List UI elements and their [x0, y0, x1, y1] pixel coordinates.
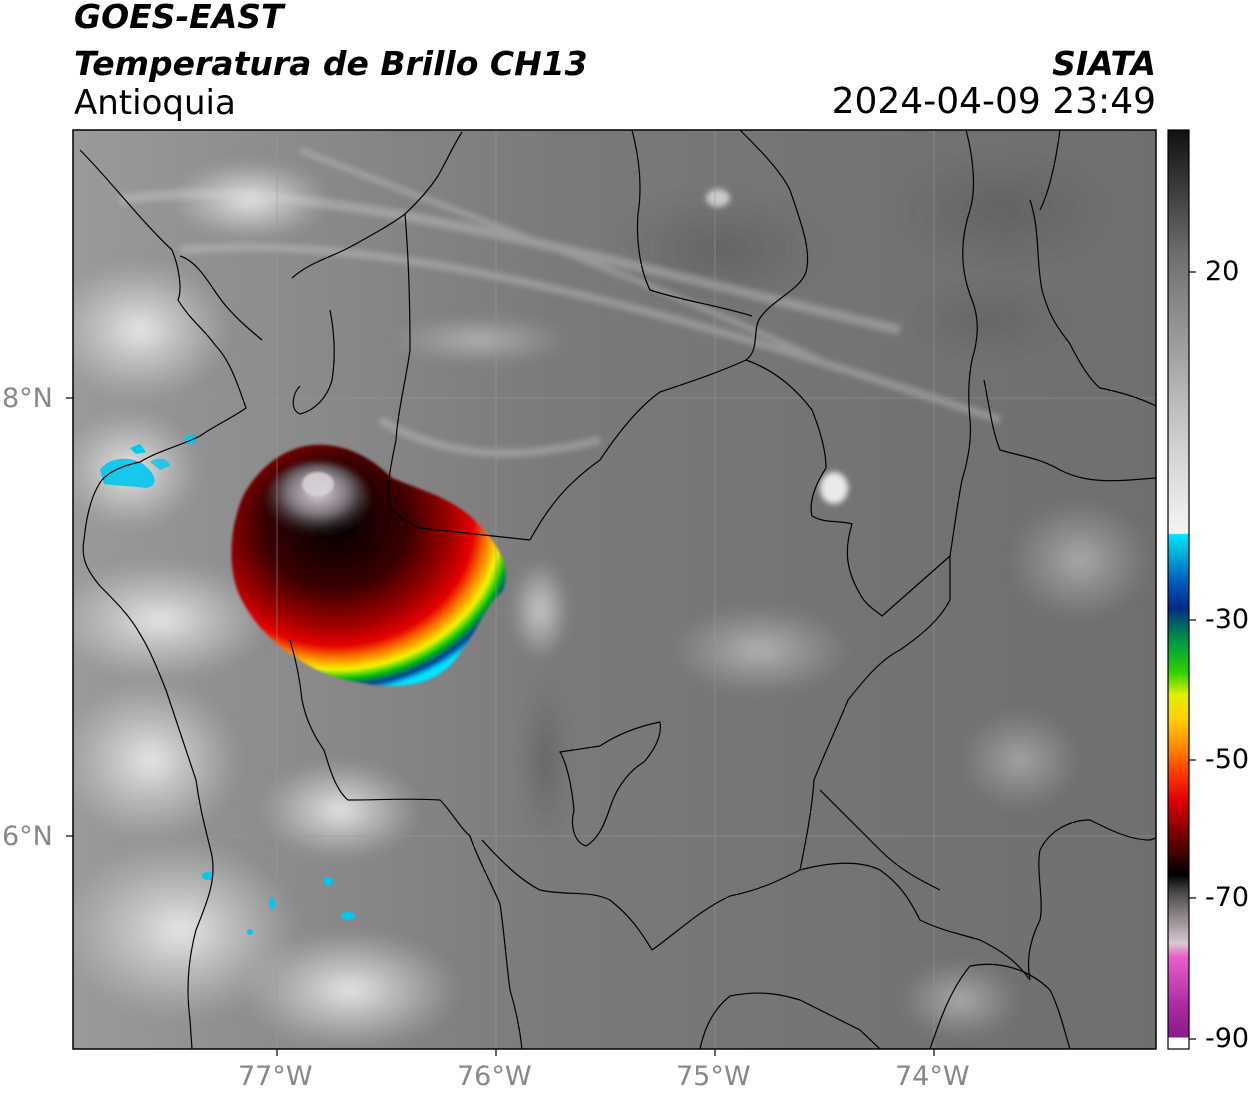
title-product: Temperatura de Brillo CH13 [74, 44, 588, 83]
lat-label-8n: 8°N [2, 383, 53, 414]
lon-label-77w: 77°W [238, 1061, 313, 1092]
region-label: Antioquia [74, 83, 236, 123]
lon-label-74w: 74°W [895, 1061, 970, 1092]
lat-label-6n: 6°N [2, 821, 53, 852]
colorbar-label-20: 20 [1205, 256, 1240, 287]
map-image [73, 130, 1156, 1049]
colorbar [1167, 129, 1190, 1050]
colorbar-label-minus70: -70 [1205, 882, 1250, 913]
datetime-label: 2024-04-09 23:49 [831, 81, 1156, 122]
storm-cell [231, 444, 506, 686]
map-frame [72, 129, 1157, 1050]
colorbar-label-minus90: -90 [1205, 1023, 1250, 1054]
organization-label: SIATA [1052, 44, 1156, 83]
colorbar-label-minus30: -30 [1205, 604, 1250, 635]
axis-ticks [66, 397, 935, 1056]
colorbar-label-minus50: -50 [1205, 744, 1250, 775]
cold-cloud-patches [100, 434, 355, 935]
lon-label-75w: 75°W [676, 1061, 751, 1092]
boundaries [79, 130, 1156, 1049]
colorbar-ticks [1189, 271, 1196, 1040]
title-satellite: GOES-EAST [74, 0, 284, 36]
lon-label-76w: 76°W [457, 1061, 532, 1092]
